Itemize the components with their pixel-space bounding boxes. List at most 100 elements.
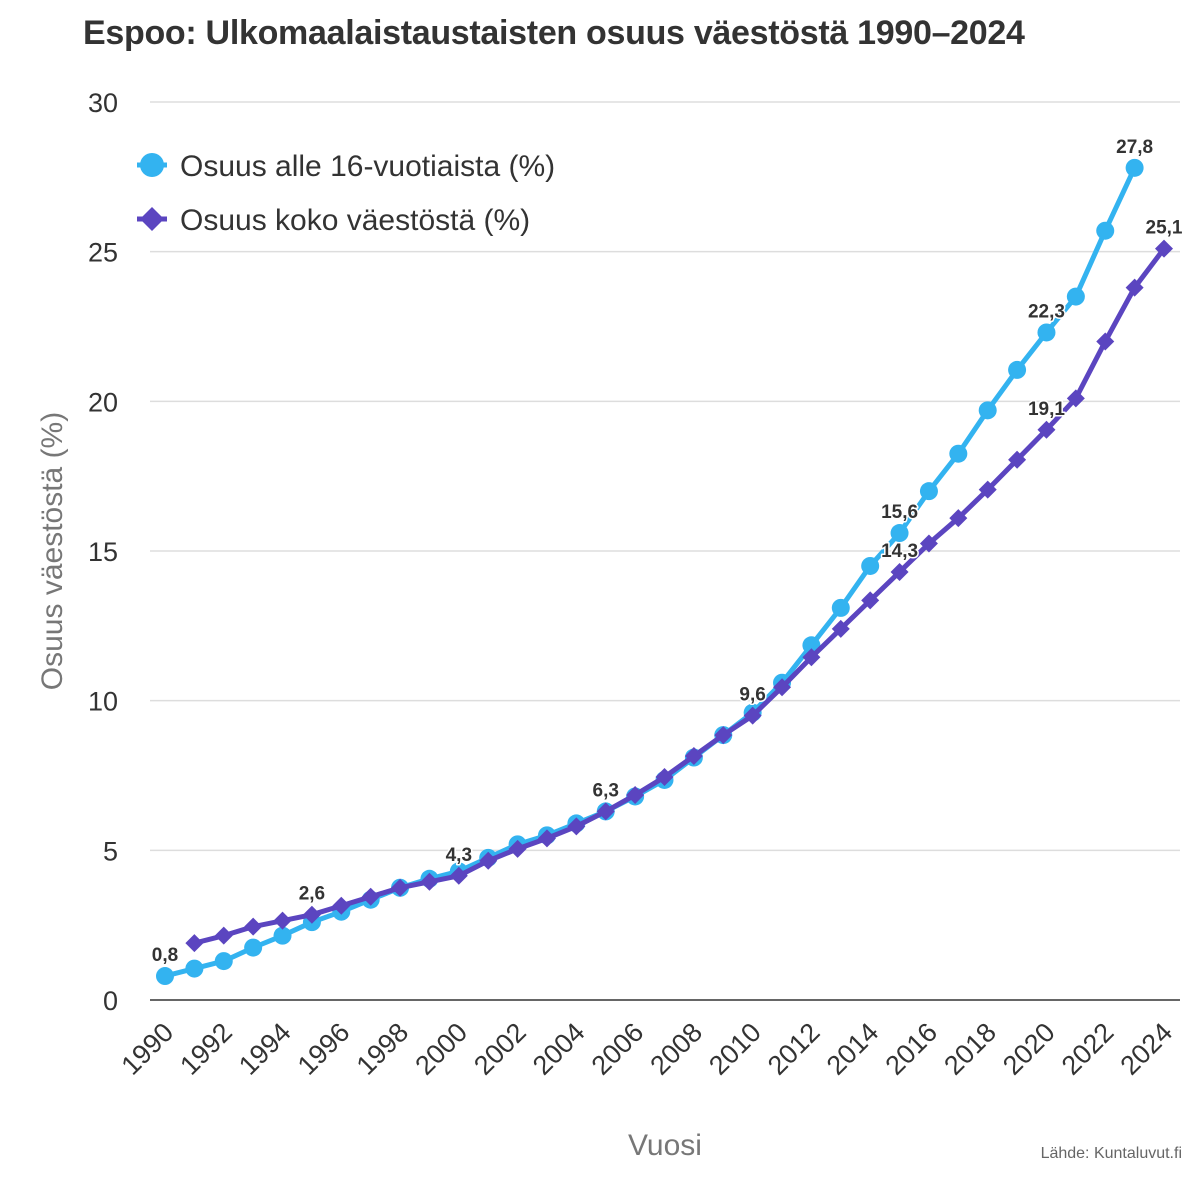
series-1-labels: 0,8 15,6 22,3 27,8: [150, 135, 1154, 967]
data-point: [273, 911, 292, 930]
data-point: [861, 591, 880, 610]
y-gridlines: 0 5 10 15 20 25 30: [88, 88, 1180, 1016]
data-point: [156, 967, 174, 986]
data-point: [1008, 360, 1027, 379]
data-point: [919, 534, 938, 553]
x-tick-label: 1996: [292, 1017, 356, 1081]
data-point: [1096, 221, 1115, 240]
x-tick-label: 1998: [351, 1017, 415, 1081]
x-tick-label: 2022: [1056, 1017, 1120, 1081]
data-point: [1066, 287, 1085, 306]
data-point: [214, 952, 233, 971]
data-point: [273, 926, 292, 945]
series-line: [162, 165, 1138, 979]
y-tick-label: 10: [88, 687, 118, 717]
legend-marker: [140, 207, 164, 231]
data-point: [890, 524, 909, 543]
series-line: [191, 246, 1167, 946]
x-tick-label: 2016: [879, 1017, 943, 1081]
data-point: [773, 678, 792, 697]
legend-item-2: Osuus koko väestöstä (%): [137, 204, 530, 237]
data-point: [1125, 158, 1144, 177]
data-point: [1155, 239, 1173, 258]
data-point: [978, 480, 997, 499]
data-point: [919, 482, 938, 501]
y-tick-label: 15: [88, 537, 118, 567]
x-axis-title: Vuosi: [628, 1129, 702, 1162]
source-note: Lähde: Kuntaluvut.fi: [1040, 1145, 1182, 1162]
chart-title: Espoo: Ulkomaalaistaustaisten osuus väes…: [83, 14, 1025, 52]
x-tick-label: 1992: [174, 1017, 238, 1081]
data-point: [978, 401, 997, 420]
data-label: 25,1: [1146, 218, 1183, 239]
data-point: [391, 878, 410, 897]
x-tick-label: 2020: [997, 1017, 1061, 1081]
data-point: [244, 938, 263, 957]
y-tick-label: 20: [88, 387, 118, 417]
legend-item-1: Osuus alle 16-vuotiaista (%): [137, 150, 555, 183]
y-tick-label: 0: [103, 986, 118, 1016]
data-point: [537, 829, 556, 848]
data-point: [949, 444, 968, 463]
series-1: [156, 158, 1144, 986]
y-axis-title: Osuus väestöstä (%): [36, 412, 69, 690]
data-point: [508, 839, 527, 858]
data-point: [479, 851, 498, 870]
data-point: [185, 959, 204, 978]
legend: Osuus alle 16-vuotiaista (%) Osuus koko v…: [137, 150, 555, 237]
data-point: [890, 562, 909, 581]
data-point: [1008, 450, 1027, 469]
data-point: [714, 726, 733, 745]
x-tick-label: 1990: [116, 1017, 180, 1081]
data-label: 19,1: [1028, 399, 1065, 420]
data-point: [361, 887, 380, 906]
data-point: [1037, 420, 1056, 439]
legend-label: Osuus alle 16-vuotiaista (%): [180, 150, 555, 183]
data-label: 4,3: [446, 845, 472, 866]
data-point: [420, 872, 439, 891]
data-point: [244, 917, 263, 936]
y-tick-label: 5: [103, 836, 118, 866]
data-point: [332, 896, 351, 915]
x-tick-label: 2018: [938, 1017, 1002, 1081]
data-point: [684, 747, 703, 766]
x-tick-label: 2002: [468, 1017, 532, 1081]
y-tick-label: 30: [88, 88, 118, 118]
data-label: 2,6: [299, 884, 325, 905]
x-tick-label: 2008: [644, 1017, 708, 1081]
x-tick-labels: 1990199219941996199820002002200420062008…: [116, 1017, 1179, 1081]
data-point: [185, 934, 204, 953]
data-point: [449, 866, 468, 885]
x-tick-label: 2014: [821, 1017, 885, 1081]
data-point: [949, 509, 968, 528]
data-point: [831, 598, 850, 617]
data-label: 6,3: [593, 780, 619, 801]
x-tick-label: 2010: [703, 1017, 767, 1081]
data-label: 14,3: [881, 541, 918, 562]
series-2-labels: 2,6 4,3 6,3 9,6 14,3 19,1 25,1: [297, 216, 1184, 906]
legend-label: Osuus koko väestöstä (%): [180, 204, 530, 237]
data-point: [214, 926, 233, 945]
data-label: 27,8: [1116, 137, 1153, 158]
data-point: [302, 905, 321, 924]
data-point: [861, 556, 880, 575]
data-point: [626, 785, 645, 804]
x-tick-label: 2000: [409, 1017, 473, 1081]
y-tick-label: 25: [88, 238, 118, 268]
data-point: [596, 802, 615, 821]
legend-marker: [140, 153, 164, 177]
data-point: [1037, 323, 1056, 342]
series-2: [185, 239, 1173, 953]
x-tick-label: 2006: [586, 1017, 650, 1081]
data-point: [831, 619, 850, 638]
data-point: [1096, 332, 1115, 351]
data-point: [1066, 389, 1085, 408]
x-tick-label: 2012: [762, 1017, 826, 1081]
data-label: 0,8: [152, 945, 178, 966]
data-label: 9,6: [739, 685, 765, 706]
data-point: [567, 817, 586, 836]
data-point: [802, 648, 821, 667]
data-point: [743, 706, 762, 725]
x-tick-label: 1994: [233, 1017, 297, 1081]
